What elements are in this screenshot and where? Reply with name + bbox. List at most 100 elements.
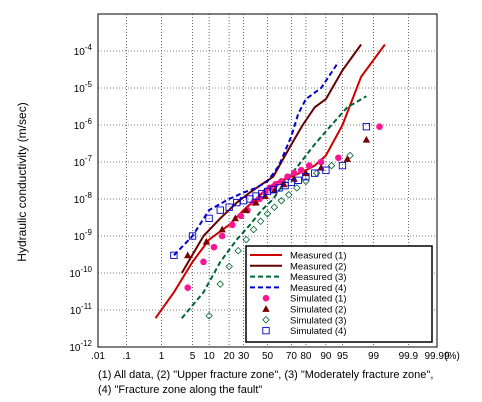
series-7: [205, 151, 354, 320]
data-point: [200, 258, 207, 266]
data-point: [252, 192, 260, 200]
x-tick-label: 90: [320, 351, 332, 362]
data-point: [327, 161, 336, 170]
data-point: [225, 262, 233, 271]
x-tick-label: 80: [300, 351, 312, 362]
x-tick-labels: .01 .1 1 5 10 20 30 50 70 80 90 95 99 99.9 99.99: [91, 351, 450, 362]
plot-frame: [97, 13, 438, 348]
x-tick-label: 99: [368, 351, 380, 362]
x-tick-label: 10: [204, 351, 216, 362]
data-point: [242, 235, 250, 244]
legend-label: Simulated (3): [290, 315, 347, 326]
y-tick-label: 10-4: [74, 43, 93, 58]
data-point: [263, 187, 272, 196]
x-tick-label: 99.99: [424, 351, 449, 362]
series-2: [180, 43, 362, 274]
data-point: [290, 175, 298, 182]
data-point: [335, 154, 342, 162]
data-point: [183, 251, 192, 259]
data-point: [269, 185, 277, 194]
data-point: [338, 161, 347, 170]
x-tick-label: 20: [224, 351, 236, 362]
data-point: [302, 173, 310, 181]
y-axis-label: Hydraulic conductivity (m/sec): [15, 102, 29, 261]
data-point: [225, 203, 233, 211]
x-tick-label: 5: [190, 351, 196, 362]
legend-swatch: [262, 316, 270, 324]
data-point: [322, 166, 330, 174]
data-point: [188, 232, 197, 240]
data-point: [205, 214, 213, 222]
data-point: [205, 311, 213, 320]
series-line: [181, 95, 367, 319]
data-point: [362, 123, 371, 131]
legend-swatch: [262, 305, 270, 312]
legend-label: Measured (4): [290, 283, 347, 294]
y-tick-label: 10-12: [69, 339, 92, 354]
data-point: [376, 123, 383, 130]
data-point: [343, 155, 352, 162]
data-point: [234, 246, 242, 255]
data-point: [311, 169, 319, 177]
series-layer: [154, 43, 386, 320]
x-tick-label: .01: [91, 351, 105, 362]
x-tick-label: 70: [286, 351, 298, 362]
series-line: [180, 43, 362, 274]
y-tick-label: 10-11: [70, 302, 93, 317]
x-tick-label: 95: [337, 351, 349, 362]
series-4: [173, 61, 340, 256]
legend-label: Simulated (1): [290, 294, 347, 305]
data-point: [184, 284, 192, 292]
data-point: [231, 214, 240, 222]
x-tick-label: 1: [159, 351, 165, 362]
data-point: [237, 212, 245, 220]
data-point: [263, 209, 272, 218]
series-line: [173, 61, 340, 256]
y-tick-label: 10-6: [74, 117, 93, 132]
legend-swatch: [262, 294, 270, 302]
data-point: [216, 206, 224, 214]
data-point: [252, 198, 260, 206]
legend-swatch: [262, 326, 270, 335]
data-point: [277, 196, 286, 205]
x-tick-label: 50: [262, 351, 274, 362]
y-tick-label: 10-10: [69, 265, 92, 280]
data-point: [256, 217, 265, 226]
data-point: [285, 191, 293, 199]
series-3: [181, 95, 367, 319]
data-point: [294, 176, 302, 184]
legend-label: Simulated (4): [290, 326, 347, 337]
data-point: [170, 251, 178, 259]
data-point: [346, 151, 354, 160]
legend-label: Simulated (2): [290, 305, 347, 316]
legend-label: Measured (3): [290, 272, 347, 283]
data-point: [258, 189, 266, 198]
data-point: [305, 162, 313, 169]
data-point: [284, 173, 291, 181]
data-point: [210, 243, 218, 251]
y-tick-labels: 10-12 10-11 10-10 10-9 10-8 10-7 10-6 10-5 10-4: [69, 43, 92, 354]
data-point: [202, 237, 211, 245]
y-tick-label: 10-5: [74, 80, 93, 95]
figure-caption-line-2: (4) "Fracture zone along the fault": [98, 384, 263, 396]
data-point: [218, 225, 226, 233]
data-point: [249, 225, 258, 234]
data-point: [297, 166, 305, 174]
data-point: [270, 203, 279, 211]
data-point: [229, 221, 236, 229]
data-point: [362, 135, 371, 143]
x-tick-label: 99.9: [399, 351, 419, 362]
legend-label: Measured (1): [290, 251, 347, 262]
y-tick-label: 10-9: [74, 228, 93, 243]
legend-box: [245, 245, 433, 343]
legend-label: Measured (2): [290, 261, 347, 272]
data-point: [293, 184, 301, 192]
x-unit-label: (%): [444, 351, 460, 362]
data-point: [242, 206, 250, 213]
data-point: [302, 169, 310, 176]
data-point: [218, 232, 226, 240]
y-tick-label: 10-7: [74, 154, 93, 169]
x-tick-label: 30: [238, 351, 250, 362]
series-8: [170, 123, 371, 259]
